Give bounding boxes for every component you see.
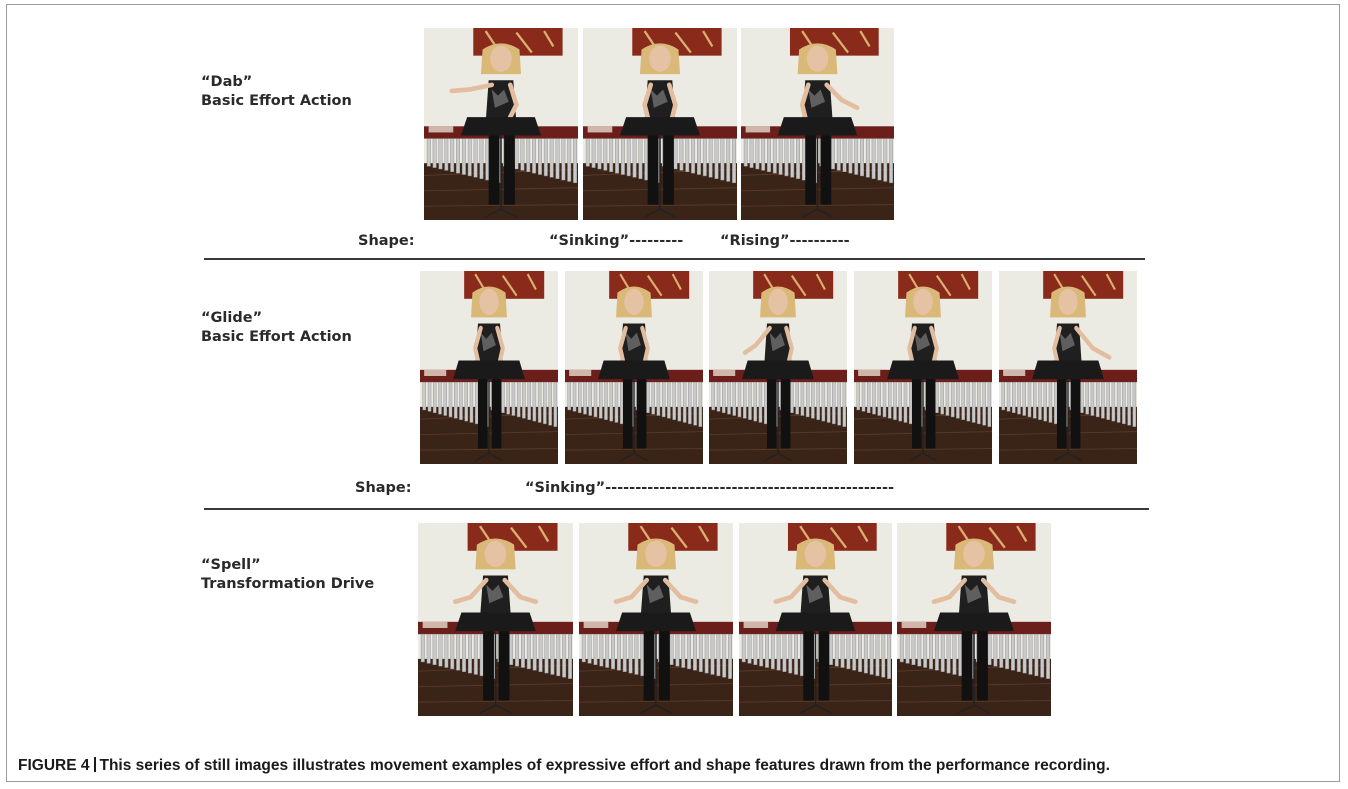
divider	[204, 508, 1149, 510]
performer-still-graphic	[579, 523, 733, 716]
row-dab-subtitle: Basic Effort Action	[201, 93, 352, 109]
performer-still-graphic	[565, 271, 703, 464]
performer-still-graphic	[854, 271, 992, 464]
performer-still-graphic	[709, 271, 847, 464]
performer-still-graphic	[420, 271, 558, 464]
row-spell-label: “Spell” Transformation Drive	[201, 556, 374, 594]
shape-value-rising: “Rising”----------	[720, 233, 850, 249]
caption-separator	[94, 757, 97, 772]
row-spell-subtitle: Transformation Drive	[201, 576, 375, 592]
still-image	[854, 271, 992, 464]
performer-still-graphic	[741, 28, 894, 220]
still-image	[741, 28, 894, 220]
still-image	[739, 523, 892, 716]
divider	[204, 258, 1145, 260]
performer-still-graphic	[583, 28, 737, 220]
shape-label: Shape:	[358, 233, 415, 249]
still-image	[424, 28, 578, 220]
still-image	[418, 523, 573, 716]
row-glide-title: “Glide”	[201, 310, 263, 326]
row-glide-subtitle: Basic Effort Action	[201, 329, 352, 345]
still-image	[709, 271, 847, 464]
shape-value-sinking: “Sinking”---------	[549, 233, 684, 249]
figure-caption: FIGURE 4 This series of still images illu…	[18, 757, 1110, 775]
shape-value-sinking: “Sinking”-------------------------------…	[525, 480, 894, 496]
performer-still-graphic	[999, 271, 1137, 464]
figure-frame	[6, 4, 1340, 782]
performer-still-graphic	[418, 523, 573, 716]
still-image	[897, 523, 1051, 716]
performer-still-graphic	[897, 523, 1051, 716]
row-dab-title: “Dab”	[201, 74, 253, 90]
performer-still-graphic	[424, 28, 578, 220]
row-spell-title: “Spell”	[201, 557, 261, 573]
figure-number: FIGURE 4	[18, 757, 90, 774]
performer-still-graphic	[739, 523, 892, 716]
still-image	[583, 28, 737, 220]
row-glide-label: “Glide” Basic Effort Action	[201, 309, 352, 347]
still-image	[999, 271, 1137, 464]
shape-label: Shape:	[355, 480, 412, 496]
row-dab-label: “Dab” Basic Effort Action	[201, 73, 352, 111]
caption-text: This series of still images illustrates …	[99, 757, 1110, 774]
still-image	[420, 271, 558, 464]
still-image	[565, 271, 703, 464]
still-image	[579, 523, 733, 716]
